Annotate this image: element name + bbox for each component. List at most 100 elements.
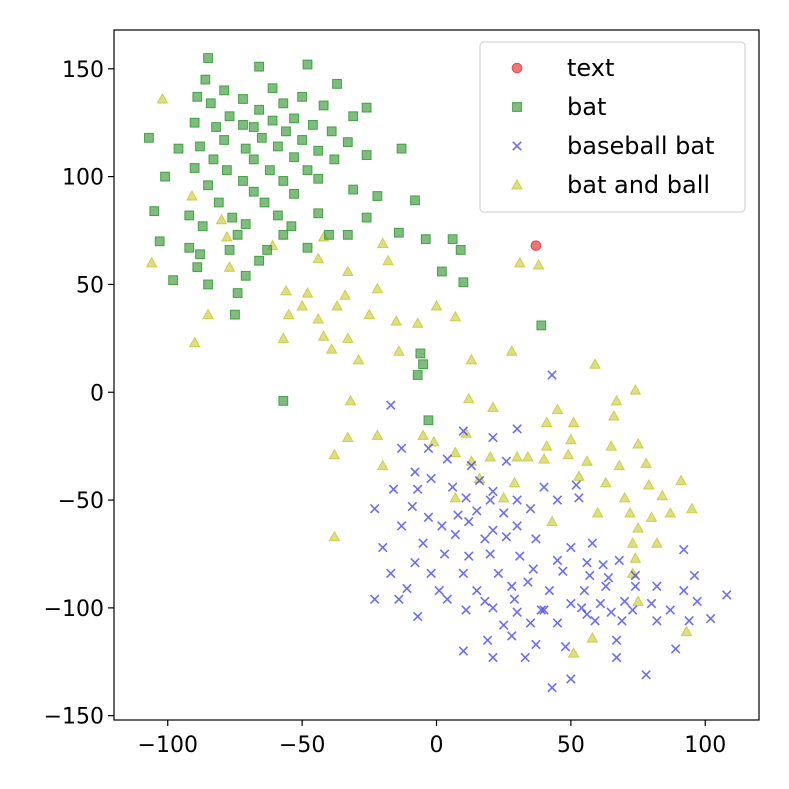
point-bat	[189, 117, 200, 128]
point-bat-and-ball	[430, 299, 443, 311]
point-baseball-bat	[678, 544, 689, 555]
point-baseball-bat	[531, 639, 541, 650]
point-baseball-bat	[678, 585, 689, 596]
point-bat	[256, 132, 267, 143]
point-bat	[342, 137, 353, 148]
point-bat	[286, 221, 297, 232]
legend-label: bat and ball	[567, 171, 710, 199]
point-bat-and-ball	[462, 392, 475, 404]
point-baseball-bat	[574, 493, 584, 503]
point-baseball-bat	[480, 534, 490, 544]
point-baseball-bat	[617, 616, 627, 626]
point-baseball-bat	[369, 503, 380, 514]
point-bat-and-ball	[605, 440, 618, 451]
point-baseball-bat	[412, 484, 423, 495]
point-bat	[458, 277, 469, 288]
point-bat-and-ball	[417, 429, 429, 440]
point-bat	[200, 74, 211, 85]
point-bat	[203, 53, 213, 63]
point-bat-and-ball	[341, 265, 354, 276]
point-baseball-bat	[396, 443, 407, 454]
point-baseball-bat	[418, 538, 428, 548]
point-bat-and-ball	[505, 345, 518, 356]
point-bat-and-ball	[301, 287, 314, 298]
point-bat-and-ball	[280, 284, 292, 296]
x-tick-label: 50	[557, 733, 585, 758]
points-layer	[144, 53, 732, 693]
point-bat	[302, 165, 313, 176]
point-bat-and-ball	[376, 237, 389, 248]
point-bat	[219, 135, 230, 145]
point-bat-and-ball	[341, 332, 354, 343]
point-baseball-bat	[630, 581, 641, 592]
legend-label: text	[567, 54, 614, 82]
legend-entries: text bat baseball bat bat and ball	[511, 54, 714, 199]
legend: text bat baseball bat bat and ball	[479, 41, 746, 213]
point-bat	[410, 195, 420, 206]
point-baseball-bat	[485, 549, 496, 559]
point-bat-and-ball	[363, 308, 376, 320]
point-bat-and-ball	[629, 384, 642, 395]
point-baseball-bat	[407, 501, 418, 512]
point-bat-and-ball	[371, 282, 384, 294]
point-bat	[318, 100, 329, 111]
point-baseball-bat	[485, 495, 496, 505]
point-baseball-bat	[576, 603, 587, 613]
point-baseball-bat	[528, 564, 539, 574]
y-tick-label: 0	[90, 381, 104, 406]
point-baseball-bat	[461, 493, 471, 503]
point-baseball-bat	[480, 596, 490, 607]
point-bat-and-ball	[591, 506, 604, 518]
ticks-layer: −100 −50 0 50 100 150 100 50 0 −50 −100 −150	[44, 58, 727, 758]
point-baseball-bat	[369, 594, 380, 605]
point-baseball-bat	[525, 503, 536, 514]
point-bat-and-ball	[599, 476, 612, 488]
point-bat	[302, 59, 313, 70]
point-baseball-bat	[684, 616, 694, 626]
point-bat	[418, 359, 428, 370]
point-baseball-bat	[394, 594, 404, 605]
point-baseball-bat	[566, 542, 576, 553]
point-bat-and-ball	[645, 511, 658, 522]
point-bat	[412, 370, 423, 380]
point-bat-and-ball	[513, 256, 526, 268]
point-bat	[361, 212, 372, 223]
legend-marker-text	[511, 62, 523, 74]
point-bat	[313, 208, 324, 219]
x-tick-label: 100	[684, 733, 726, 758]
point-bat-and-ball	[581, 455, 593, 466]
point-bat	[144, 132, 154, 143]
point-baseball-bat	[423, 512, 434, 523]
point-baseball-bat	[442, 454, 453, 464]
point-baseball-bat	[458, 568, 469, 579]
point-bat	[262, 245, 273, 255]
point-bat	[197, 221, 208, 232]
point-baseball-bat	[426, 473, 436, 484]
point-bat	[415, 348, 426, 359]
point-bat-and-ball	[632, 522, 644, 533]
point-bat-and-ball	[487, 401, 499, 412]
point-baseball-bat	[488, 652, 498, 663]
point-bat-and-ball	[465, 455, 478, 466]
point-baseball-bat	[611, 652, 622, 663]
point-baseball-bat	[587, 538, 598, 548]
point-baseball-bat	[410, 557, 420, 568]
point-baseball-bat	[721, 590, 732, 600]
point-baseball-bat	[523, 577, 533, 587]
point-bat-and-ball	[551, 403, 564, 414]
point-bat-and-ball	[145, 256, 158, 268]
point-bat-and-ball	[312, 312, 325, 324]
point-baseball-bat	[388, 484, 399, 495]
point-text	[530, 240, 542, 251]
point-bat-and-ball	[202, 308, 214, 320]
point-bat	[189, 163, 200, 173]
point-baseball-bat	[506, 631, 517, 641]
point-baseball-bat	[665, 605, 676, 615]
point-baseball-bat	[509, 594, 520, 605]
point-bat	[195, 141, 205, 152]
point-baseball-bat	[689, 570, 700, 581]
point-baseball-bat	[705, 613, 716, 624]
point-bat	[329, 154, 340, 165]
point-baseball-bat	[386, 568, 396, 579]
point-baseball-bat	[439, 549, 450, 559]
